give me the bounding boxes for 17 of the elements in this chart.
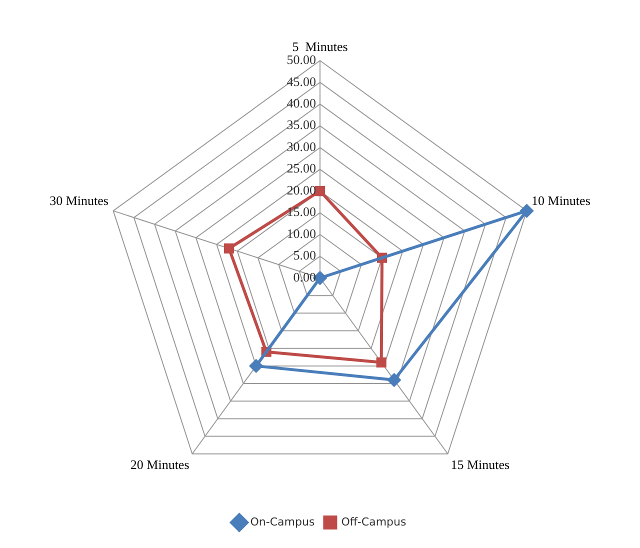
y-tick-label: 25.00 <box>286 160 316 176</box>
y-tick-label: 15.00 <box>286 204 316 220</box>
y-tick-label: 30.00 <box>286 138 316 154</box>
spoke-label: 15 Minutes <box>450 457 510 472</box>
spoke-label: 10 Minutes <box>532 192 590 208</box>
spoke-label: 30 Minutes <box>50 192 108 208</box>
y-tick-label: 40.00 <box>286 96 316 110</box>
y-tick-label: 5.00 <box>293 248 316 263</box>
y-tick-label: 10.00 <box>286 226 316 241</box>
y-tick-label: 0.00 <box>293 269 316 284</box>
y-tick-label: 50.00 <box>286 52 316 68</box>
legend-label: Off-Campus <box>341 515 406 528</box>
spoke-label: 20 Minutes <box>130 457 190 472</box>
y-tick-label: 45.00 <box>286 74 316 89</box>
legend-label: On-Campus <box>250 515 315 528</box>
spoke-label: 5 Minutes <box>292 39 348 54</box>
y-tick-label: 35.00 <box>286 117 316 132</box>
